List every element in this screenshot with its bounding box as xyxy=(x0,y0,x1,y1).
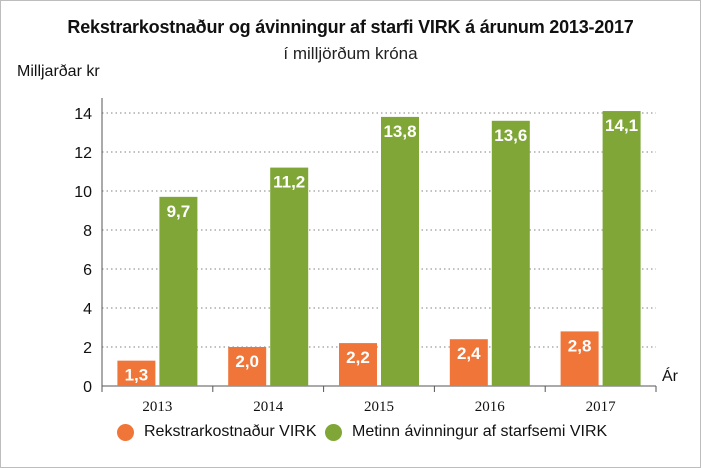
y-tick-label: 14 xyxy=(74,106,92,123)
y-axis-label: Milljarðar kr xyxy=(17,63,100,80)
data-label: 2,8 xyxy=(568,336,592,355)
bar-avinningur xyxy=(491,120,530,387)
x-tick-label: 2013 xyxy=(142,399,172,415)
y-tick-label: 0 xyxy=(83,379,92,396)
chart-title: Rekstrarkostnaður og ávinningur af starf… xyxy=(67,17,634,37)
y-tick-label: 12 xyxy=(74,145,92,162)
legend-swatch-orange xyxy=(117,423,134,441)
data-label: 2,0 xyxy=(235,352,259,371)
legend-item-rekstrarkostnadur: Rekstrarkostnaður VIRK xyxy=(117,423,317,441)
data-label: 11,2 xyxy=(273,173,305,192)
x-axis-label: Ár xyxy=(662,368,678,385)
bar-avinningur xyxy=(270,167,309,386)
y-tick-label: 6 xyxy=(83,262,92,279)
y-tick-label: 8 xyxy=(83,223,92,240)
legend-item-avinningur: Metinn ávinningur af starfsemi VIRK xyxy=(325,423,607,441)
bar-avinningur xyxy=(602,111,641,387)
x-tick-label: 2015 xyxy=(364,399,394,415)
y-tick-label: 4 xyxy=(83,301,92,318)
y-tick-label: 10 xyxy=(74,184,92,201)
data-label: 14,1 xyxy=(605,116,638,135)
bar-rekstrarkostnadur xyxy=(117,360,156,386)
bar-rekstrarkostnadur xyxy=(228,347,267,386)
bar-rekstrarkostnadur xyxy=(449,339,488,386)
x-tick-label: 2014 xyxy=(253,399,284,415)
bar-rekstrarkostnadur xyxy=(339,343,377,386)
legend-label: Rekstrarkostnaður VIRK xyxy=(144,423,317,440)
x-tick-label: 2017 xyxy=(586,399,617,415)
bar-avinningur xyxy=(381,116,419,387)
x-tick-label: 2016 xyxy=(475,399,506,415)
bar-rekstrarkostnadur xyxy=(560,331,599,386)
data-label: 2,4 xyxy=(457,344,481,363)
legend-swatch-green xyxy=(325,423,342,441)
chart-subtitle: í milljörðum króna xyxy=(283,44,418,63)
legend: Rekstrarkostnaður VIRK Metinn ávinningur… xyxy=(0,423,701,445)
y-tick-label: 2 xyxy=(83,340,92,357)
data-label: 13,8 xyxy=(383,122,416,141)
data-label: 1,3 xyxy=(125,366,149,385)
data-label: 9,7 xyxy=(167,202,191,221)
bar-avinningur xyxy=(159,196,198,386)
data-label: 13,6 xyxy=(494,126,527,145)
legend-label: Metinn ávinningur af starfsemi VIRK xyxy=(352,423,608,440)
data-label: 2,2 xyxy=(346,348,370,367)
